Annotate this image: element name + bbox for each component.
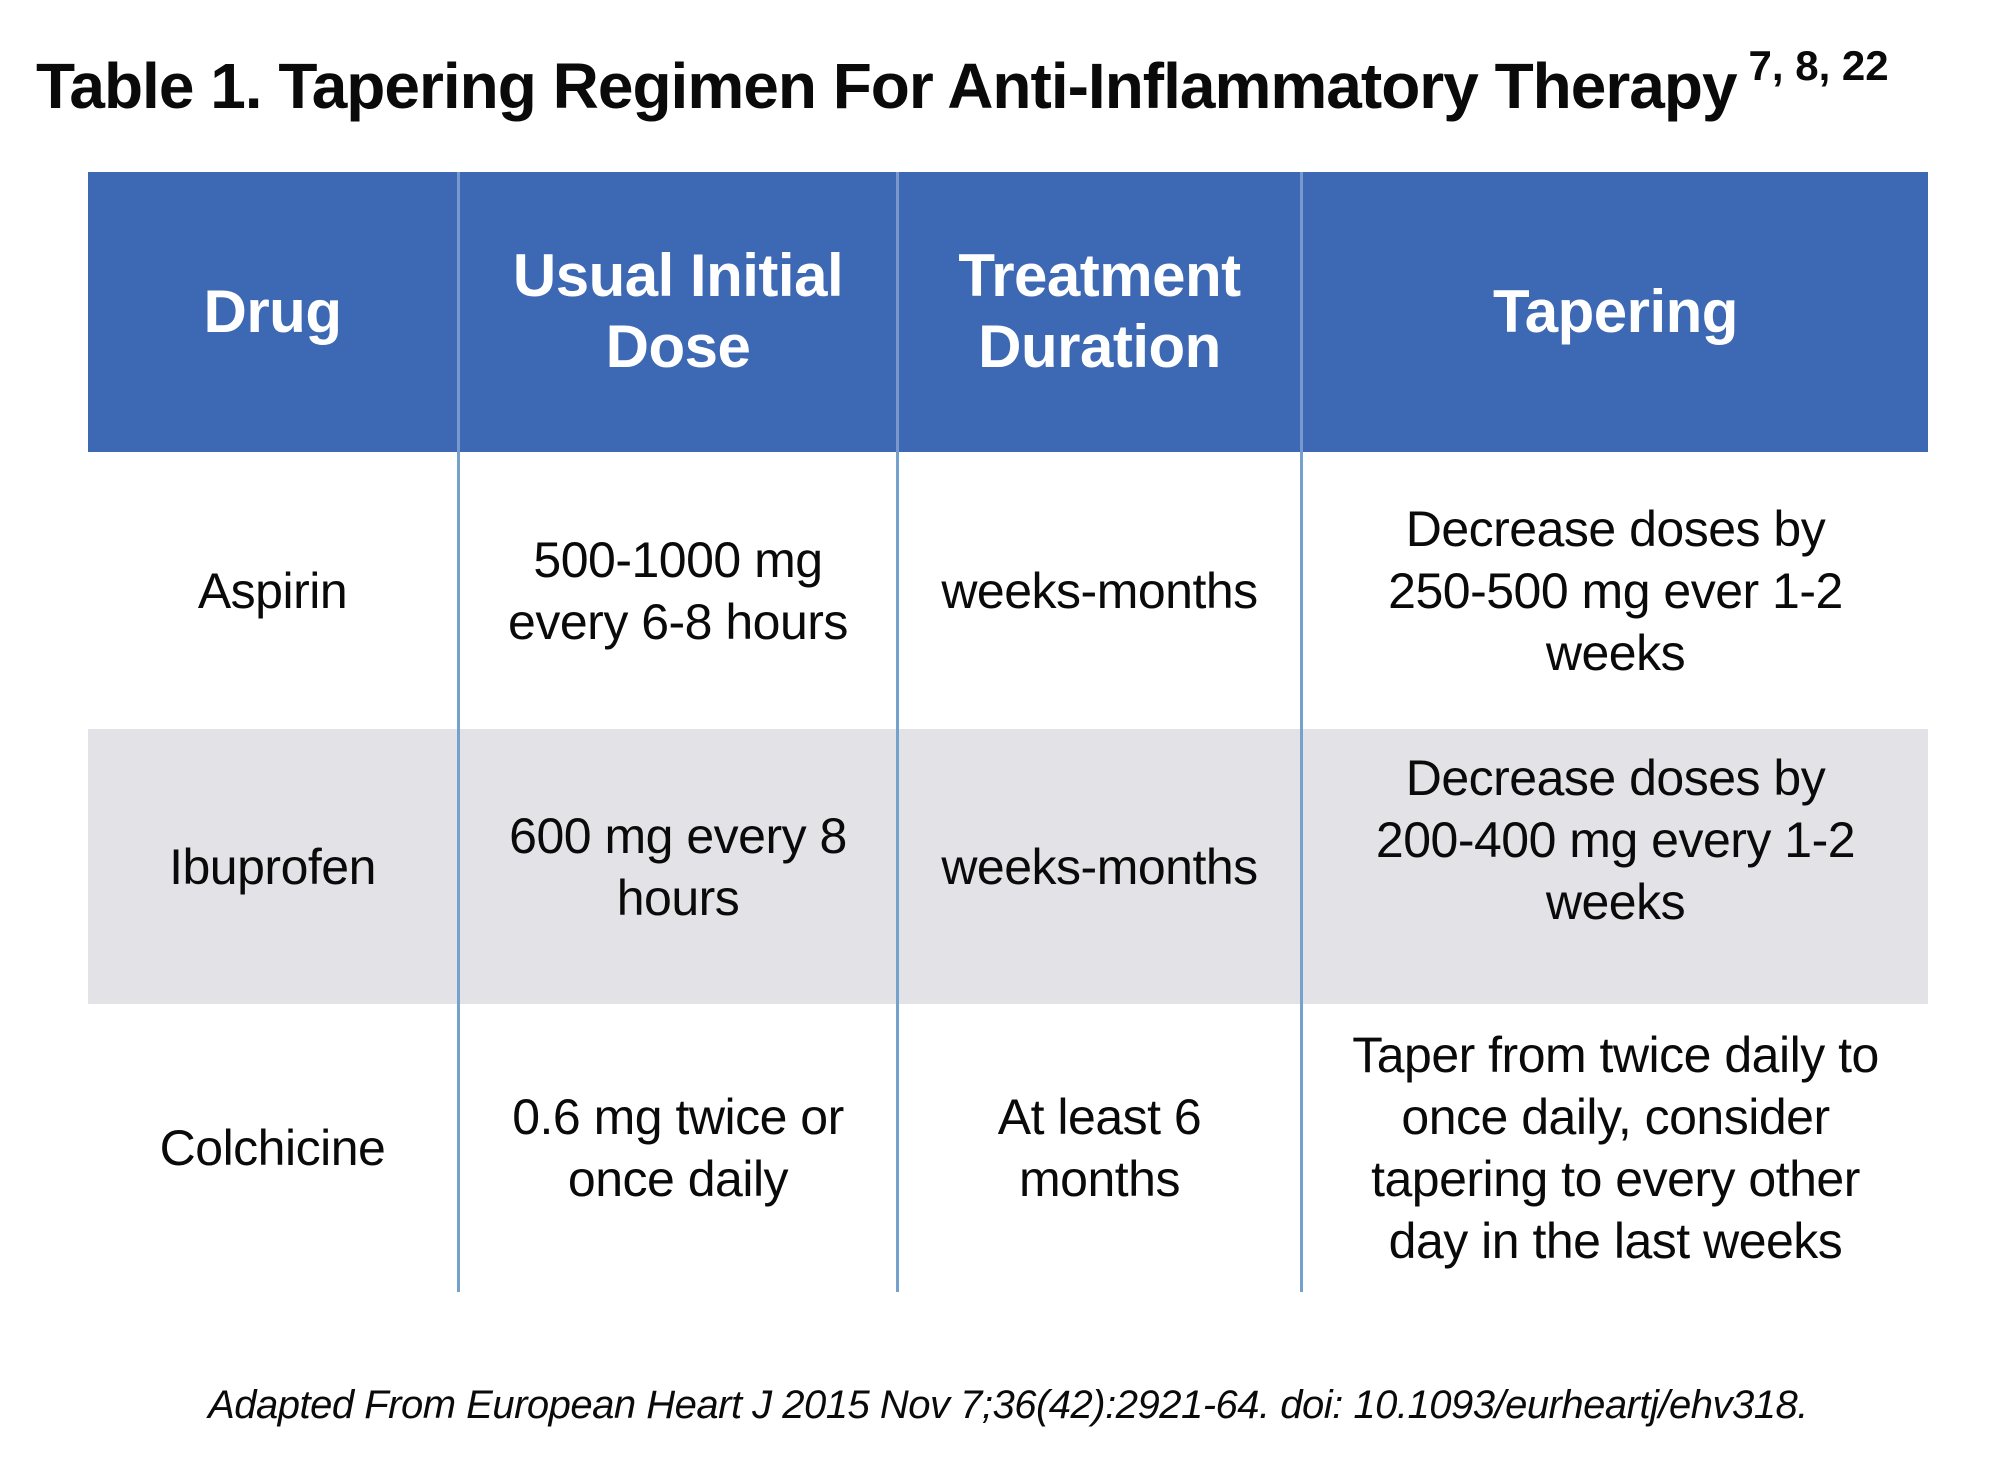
column-header-usual-initial-dose: Usual Initial Dose — [460, 172, 899, 452]
dose-cell-colchicine: 0.6 mg twice or once daily — [460, 1004, 899, 1292]
page-title: Table 1. Tapering Regimen For Anti-Infla… — [36, 42, 1889, 123]
dose-cell-ibuprofen: 600 mg every 8 hours — [460, 729, 899, 1004]
column-header-treatment-duration: Treatment Duration — [899, 172, 1303, 452]
title-superscript: 7, 8, 22 — [1748, 42, 1889, 89]
drug-cell-aspirin: Aspirin — [88, 452, 460, 729]
tapering-cell-colchicine: Taper from twice daily to once daily, co… — [1303, 1004, 1928, 1292]
footer-citation: Adapted From European Heart J 2015 Nov 7… — [208, 1383, 1808, 1427]
column-header-drug: Drug — [88, 172, 460, 452]
tapering-cell-aspirin: Decrease doses by 250-500 mg ever 1-2 we… — [1303, 452, 1928, 729]
duration-cell-ibuprofen: weeks-months — [899, 729, 1303, 1004]
drug-cell-colchicine: Colchicine — [88, 1004, 460, 1292]
column-header-tapering: Tapering — [1303, 172, 1928, 452]
drug-cell-ibuprofen: Ibuprofen — [88, 729, 460, 1004]
duration-cell-colchicine: At least 6 months — [899, 1004, 1303, 1292]
duration-cell-aspirin: weeks-months — [899, 452, 1303, 729]
page-title-text: Table 1. Tapering Regimen For Anti-Infla… — [36, 50, 1738, 122]
tapering-cell-ibuprofen: Decrease doses by 200-400 mg every 1-2 w… — [1303, 729, 1928, 1004]
dose-cell-aspirin: 500-1000 mg every 6-8 hours — [460, 452, 899, 729]
regimen-table: Drug Usual Initial Dose Treatment Durati… — [88, 172, 1928, 1292]
